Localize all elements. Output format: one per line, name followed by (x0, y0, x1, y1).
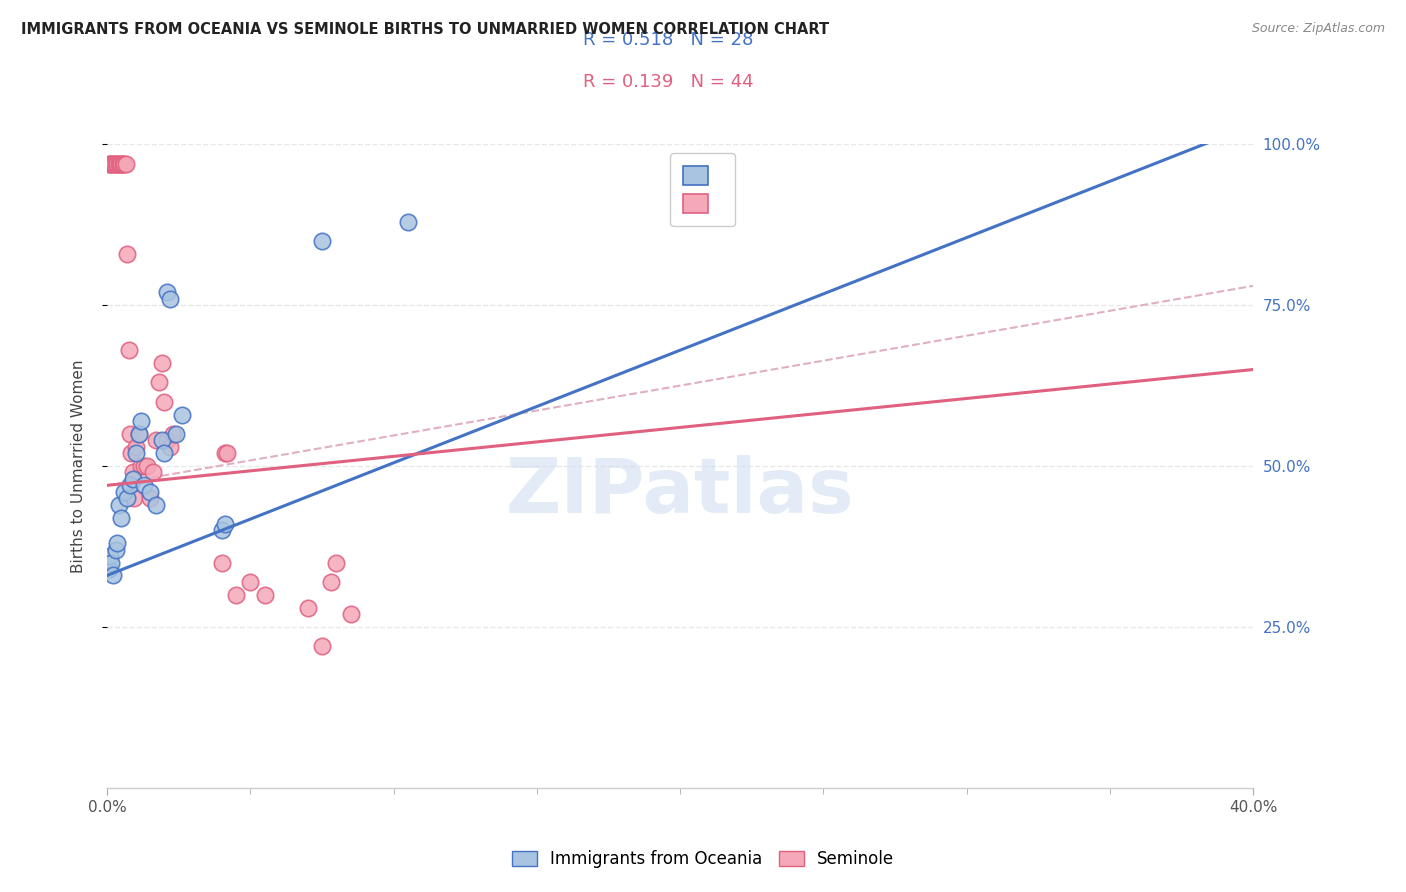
Y-axis label: Births to Unmarried Women: Births to Unmarried Women (72, 359, 86, 573)
Point (139, 484, 162, 499)
Point (165, 426, 187, 441)
Point (103, 156, 125, 170)
Text: R = 0.518   N = 28: R = 0.518 N = 28 (583, 31, 754, 49)
Point (115, 246, 138, 260)
Point (108, 156, 131, 170)
Point (159, 440, 181, 454)
Text: IMMIGRANTS FROM OCEANIA VS SEMINOLE BIRTHS TO UNMARRIED WOMEN CORRELATION CHART: IMMIGRANTS FROM OCEANIA VS SEMINOLE BIRT… (21, 22, 830, 37)
Point (148, 376, 170, 390)
Point (118, 426, 141, 441)
Point (107, 498, 129, 512)
Point (121, 466, 143, 480)
Text: Source: ZipAtlas.com: Source: ZipAtlas.com (1251, 22, 1385, 36)
Point (121, 472, 143, 486)
Point (125, 446, 148, 460)
Point (134, 458, 156, 473)
Point (150, 434, 173, 448)
Point (112, 156, 135, 170)
Point (325, 556, 347, 570)
Point (131, 414, 153, 428)
Point (159, 292, 181, 306)
Point (145, 498, 167, 512)
Point (145, 434, 167, 448)
Point (97, 156, 120, 170)
Point (124, 491, 146, 506)
Point (107, 156, 129, 170)
Point (104, 156, 127, 170)
Point (98, 549, 121, 563)
Point (114, 156, 136, 170)
Text: R = 0.139   N = 44: R = 0.139 N = 44 (583, 73, 754, 91)
Point (214, 516, 236, 531)
Point (118, 478, 141, 492)
Point (150, 356, 173, 370)
Point (100, 556, 122, 570)
Point (128, 426, 150, 441)
Point (162, 426, 184, 441)
Legend: Immigrants from Oceania, Seminole: Immigrants from Oceania, Seminole (505, 844, 901, 875)
Point (136, 458, 159, 473)
Point (110, 156, 132, 170)
Point (156, 434, 179, 448)
Point (211, 556, 233, 570)
Point (139, 491, 162, 506)
Point (105, 156, 128, 170)
Point (214, 446, 236, 460)
Point (110, 510, 132, 524)
Point (311, 234, 333, 248)
Point (225, 588, 247, 602)
Point (101, 156, 124, 170)
Point (311, 639, 333, 653)
Point (120, 446, 142, 460)
Point (297, 600, 319, 615)
Point (105, 536, 128, 550)
Point (339, 607, 361, 621)
Point (153, 446, 176, 460)
Point (170, 408, 193, 422)
Point (104, 542, 127, 557)
Point (134, 478, 156, 492)
Point (97, 562, 120, 576)
Point (125, 440, 148, 454)
Point (98, 156, 121, 170)
Point (117, 343, 139, 358)
Point (142, 466, 165, 480)
Point (131, 458, 153, 473)
Point (156, 285, 179, 300)
Point (112, 484, 135, 499)
Point (115, 491, 138, 506)
Point (211, 524, 233, 538)
Text: ZIPatlas: ZIPatlas (506, 455, 855, 529)
Point (111, 156, 134, 170)
Point (253, 588, 276, 602)
Point (128, 426, 150, 441)
Point (153, 394, 176, 409)
Point (101, 568, 124, 582)
Point (239, 574, 262, 589)
Point (217, 446, 239, 460)
Point (319, 574, 342, 589)
Legend: , : , (671, 153, 735, 227)
Point (396, 214, 419, 228)
Point (100, 156, 122, 170)
